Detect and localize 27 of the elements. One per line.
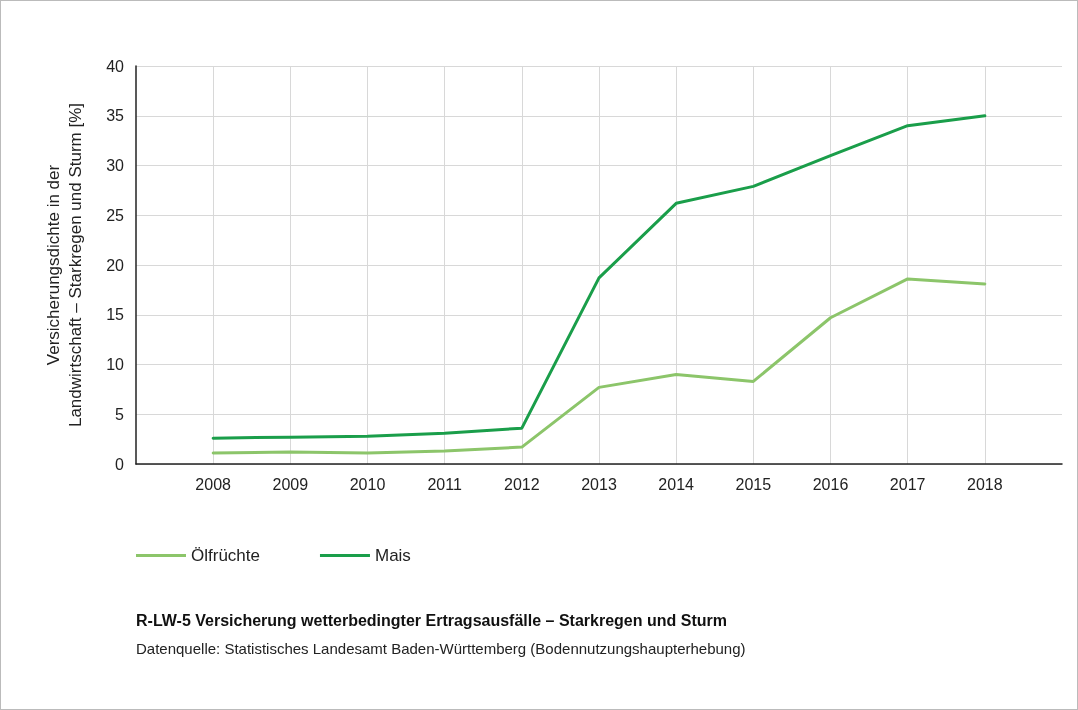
y-tick-label: 20	[106, 256, 125, 274]
x-tick-label: 2008	[195, 475, 232, 493]
y-tick-label: 30	[106, 157, 125, 174]
text: Datenquelle: Statistisches Landesamt Baden-Württemberg (Bodennutzungshaupterhebung)	[136, 640, 746, 657]
text: R-LW-5 Versicherung wetterbedingter Ertragsausfälle – Starkregen und Sturm	[136, 611, 727, 629]
line-series	[211, 114, 987, 440]
x-tick-label: 2010	[349, 475, 386, 493]
y-tick-label: 35	[106, 107, 125, 125]
x-tick-label: 2013	[581, 475, 617, 493]
x-tick-label: 2016	[812, 475, 849, 493]
x-tick-label: 2018	[967, 475, 1003, 493]
legend-label: Mais	[374, 546, 411, 565]
x-tick-label: 2009	[272, 475, 309, 493]
line-series	[211, 277, 987, 455]
y-tick-label: 40	[106, 57, 125, 75]
y-tick-label: 0	[115, 455, 125, 473]
y-tick-label: 5	[115, 405, 125, 423]
x-tick-label: 2014	[658, 475, 695, 493]
x-tick-label: 2011	[427, 475, 462, 493]
legend-label: Ölfrüchte	[191, 546, 260, 565]
x-tick-label: 2017	[889, 475, 926, 493]
x-tick-label: 2012	[504, 475, 540, 493]
x-tick-label: 2015	[735, 475, 772, 493]
y-tick-label: 10	[106, 356, 125, 373]
y-axis-title: Versicherungsdichte in der Landwirtschaft – Starkregen und Sturm [%]	[43, 102, 85, 428]
y-tick-label: 15	[106, 306, 125, 324]
y-tick-label: 25	[106, 206, 125, 224]
